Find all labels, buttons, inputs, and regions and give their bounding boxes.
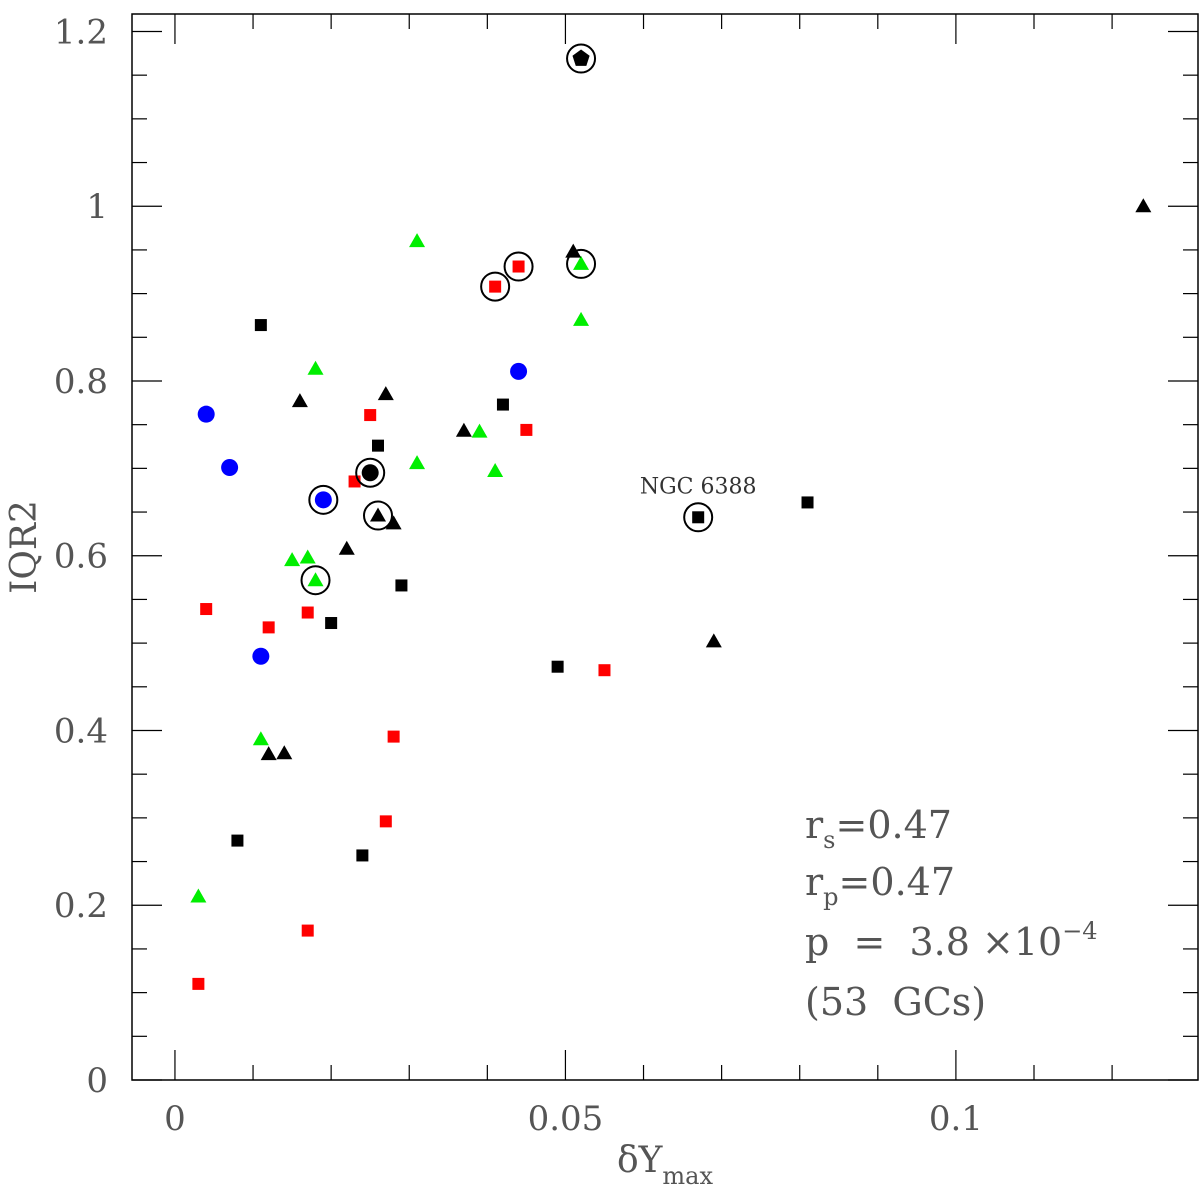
square-marker-black (254, 319, 267, 332)
triangle-marker-green (409, 455, 426, 470)
triangle-marker-black (377, 386, 394, 401)
square-marker-black (496, 398, 509, 411)
square-marker-black (801, 496, 814, 509)
square-marker-red (520, 423, 533, 436)
y-tick-label: 0.2 (54, 886, 108, 926)
triangle-marker-black (385, 515, 402, 530)
triangle-marker-black (291, 393, 308, 408)
triangle-marker-green (307, 360, 324, 375)
circle-marker-blue (510, 362, 528, 380)
stats-box: rs=0.47 rp=0.47 p = 3.8 ×10−4 (53 GCs) (805, 803, 1098, 1024)
circle-marker-blue (252, 647, 270, 665)
triangle-marker-green (471, 423, 488, 438)
stat-count: (53 GCs) (805, 980, 986, 1024)
square-marker-black (325, 617, 338, 630)
triangle-marker-black (565, 243, 582, 258)
triangle-marker-black (455, 422, 472, 437)
highlight-ring (480, 271, 511, 302)
square-marker-red (379, 815, 392, 828)
triangle-marker-green (307, 572, 324, 587)
square-marker-black (372, 439, 384, 452)
triangle-marker-green (573, 311, 590, 326)
triangle-marker-green (409, 233, 426, 248)
x-axis-label-main: δY (617, 1140, 664, 1181)
triangle-marker-black (276, 745, 293, 760)
square-marker-black (692, 511, 705, 524)
triangle-marker-black (370, 507, 386, 522)
highlight-ring (300, 565, 331, 596)
point-annotations: NGC 6388 (640, 474, 757, 499)
triangle-marker-green (190, 888, 207, 903)
circle-marker-blue (221, 458, 239, 476)
highlight-ring (683, 502, 714, 533)
square-marker-red (489, 280, 502, 293)
highlight-ring (355, 457, 386, 488)
stat-p: p = 3.8 ×10−4 (805, 917, 1098, 964)
square-marker-red (301, 924, 314, 937)
square-marker-black (551, 660, 564, 673)
triangle-marker-black (1135, 198, 1152, 213)
y-tick-label: 1 (86, 187, 108, 227)
square-marker-red (301, 606, 314, 619)
pentagon-marker-black (572, 49, 590, 66)
data-points (190, 43, 1152, 990)
square-marker-red (192, 977, 205, 990)
x-axis-label: δYmax (617, 1140, 714, 1190)
square-marker-black (395, 579, 408, 592)
triangle-marker-black (260, 746, 277, 761)
circle-marker-black (361, 464, 379, 482)
axis-ticks (132, 14, 1198, 1081)
circle-marker-blue (197, 405, 215, 423)
circle-marker-blue (314, 491, 332, 509)
y-tick-label: 1.2 (54, 12, 108, 52)
x-tick-label: 0 (164, 1099, 186, 1139)
y-tick-label: 0.8 (54, 362, 108, 402)
y-tick-label: 0 (86, 1061, 108, 1101)
square-marker-red (598, 664, 611, 677)
y-tick-label: 0.4 (54, 711, 108, 751)
square-marker-red (262, 621, 275, 634)
tick-labels: 0 0.05 0.1 0 0.2 0.4 0.6 0.8 1 1.2 (54, 12, 983, 1139)
triangle-marker-black (338, 540, 355, 555)
triangle-marker-green (252, 731, 269, 746)
y-tick-label: 0.6 (54, 537, 108, 577)
x-axis-label-sub: max (662, 1162, 713, 1190)
square-marker-red (512, 260, 525, 273)
highlight-ring (566, 248, 597, 279)
triangle-marker-green (573, 255, 590, 270)
square-marker-red (200, 603, 213, 616)
plot-frame (131, 13, 1199, 1081)
square-marker-black (356, 849, 369, 862)
square-marker-red (364, 409, 377, 422)
triangle-marker-green (284, 552, 301, 567)
highlight-ring (363, 500, 393, 531)
y-axis-label: IQR2 (4, 500, 45, 594)
square-marker-red (387, 730, 400, 743)
point-label: NGC 6388 (640, 474, 757, 499)
stat-rs: rs=0.47 (805, 803, 952, 854)
x-tick-label: 0.1 (929, 1099, 983, 1139)
triangle-marker-green (299, 549, 316, 564)
stat-rp: rp=0.47 (805, 860, 955, 911)
x-tick-label: 0.05 (528, 1099, 604, 1139)
highlight-ring (566, 43, 597, 74)
square-marker-black (231, 834, 244, 847)
highlight-ring (503, 251, 534, 282)
triangle-marker-black (705, 633, 722, 648)
triangle-marker-green (487, 462, 504, 477)
highlight-ring (308, 484, 339, 515)
